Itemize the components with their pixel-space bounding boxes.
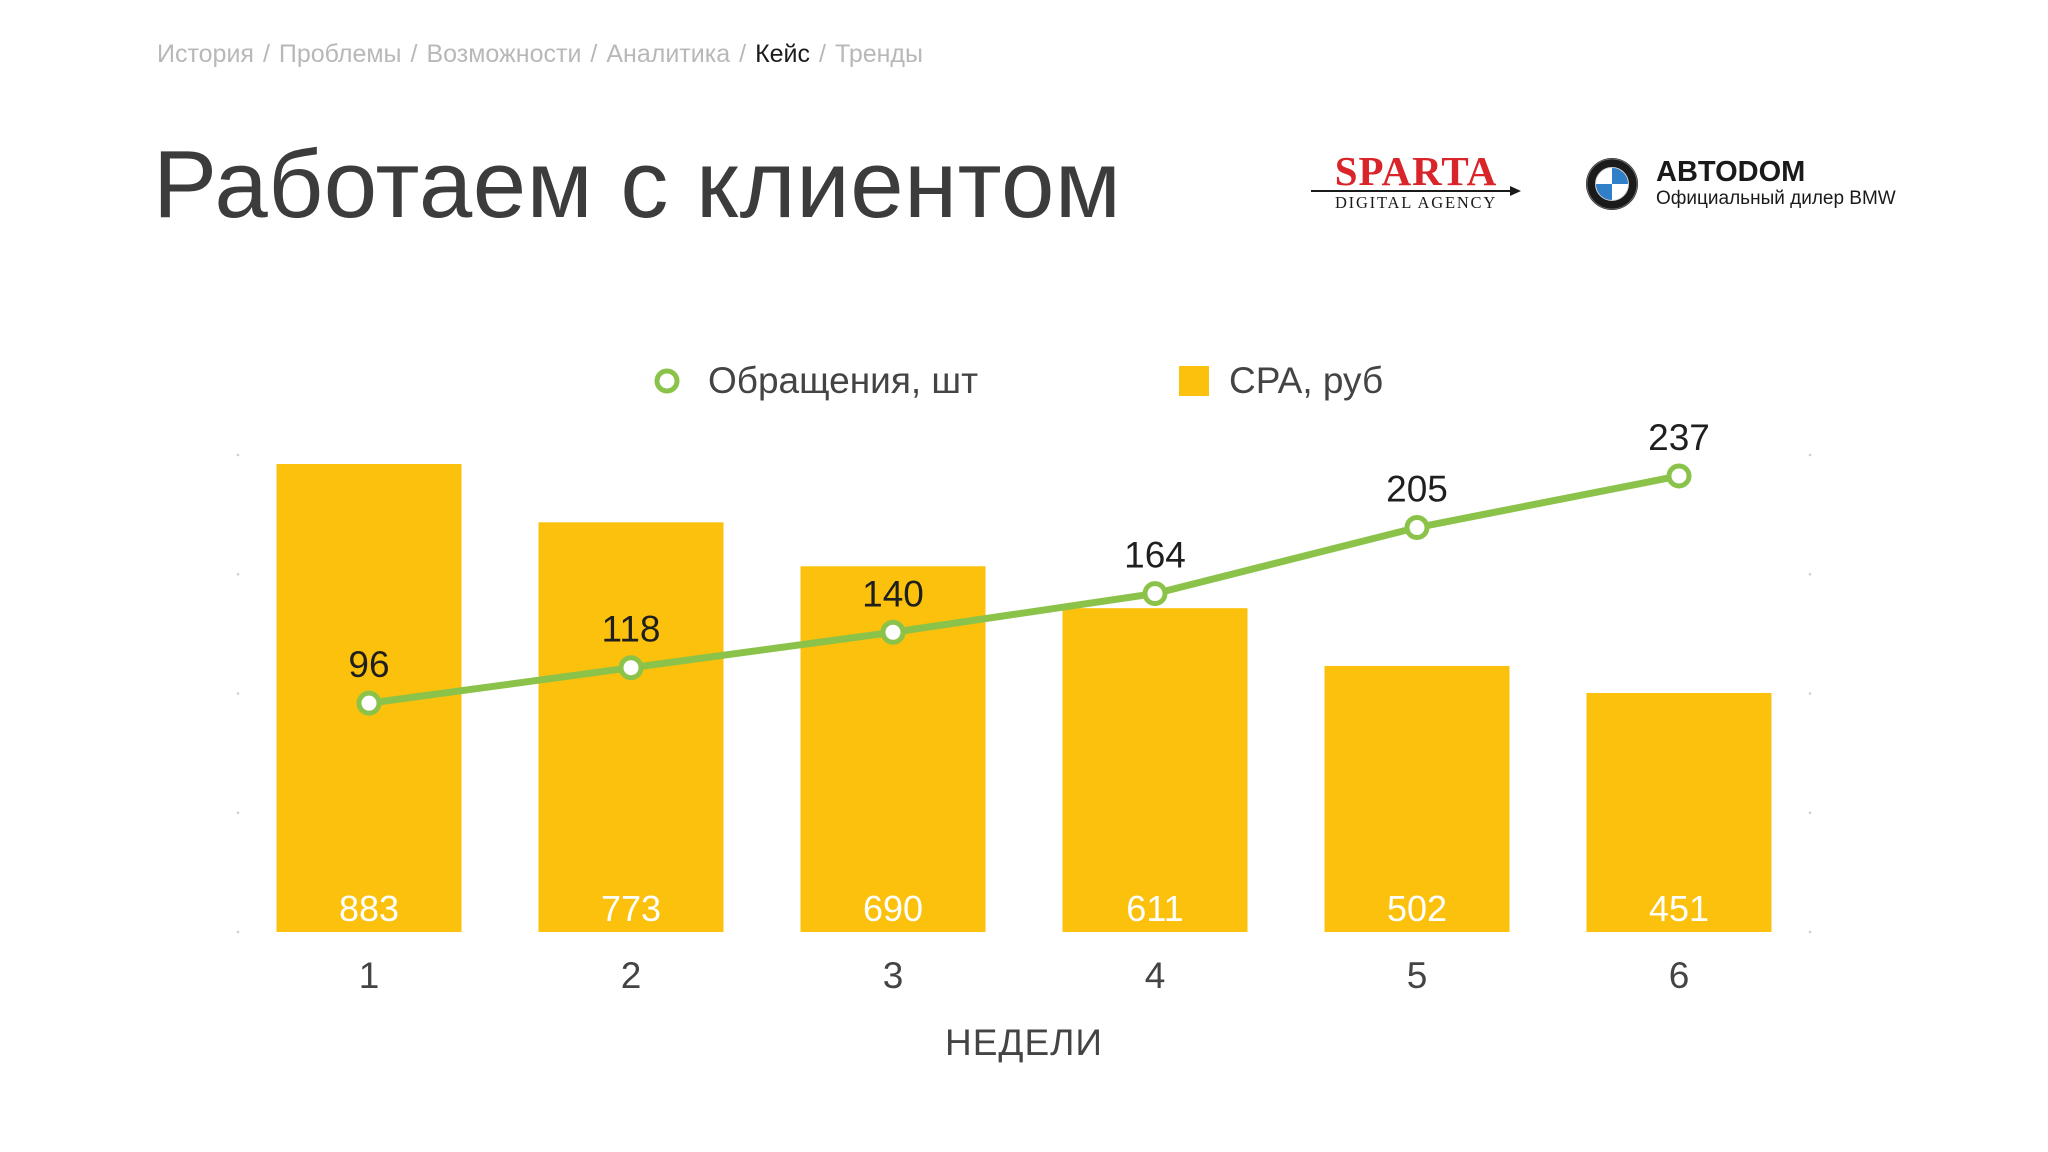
line-point-requests[interactable]	[1666, 463, 1692, 489]
page-title: Работаем с клиентом	[153, 131, 1122, 238]
axis-tick-mark	[1808, 572, 1812, 576]
bmw-roundel-icon	[1586, 158, 1638, 210]
x-tick-label: 6	[1669, 955, 1690, 996]
bar-cpa[interactable]	[538, 522, 724, 932]
bar-cpa[interactable]	[1586, 692, 1772, 932]
breadcrumb-item-analytics[interactable]: Аналитика	[606, 40, 731, 68]
legend-bar-swatch-icon	[1179, 366, 1209, 396]
breadcrumb-item-case[interactable]: Кейс	[755, 40, 810, 68]
chart-legend: Обращения, шт CPA, руб	[0, 356, 2048, 406]
axis-tick-mark	[1808, 453, 1812, 457]
bar-cpa[interactable]	[1324, 665, 1510, 932]
axis-tick-mark	[236, 572, 240, 576]
axis-tick-mark	[236, 692, 240, 695]
legend-item-requests[interactable]: Обращения, шт	[652, 356, 978, 406]
bar-value-label: 773	[601, 888, 661, 929]
x-tick-label: 4	[1145, 955, 1166, 996]
axis-tick-mark	[1808, 811, 1812, 815]
legend-label-cpa: CPA, руб	[1229, 360, 1384, 401]
bar-value-label: 883	[339, 888, 399, 929]
breadcrumb-item-opportunities[interactable]: Возможности	[426, 40, 582, 68]
line-requests	[365, 472, 1683, 707]
x-axis-title: НЕДЕЛИ	[944, 1022, 1103, 1063]
axis-tick-mark	[236, 811, 240, 815]
line-point-requests[interactable]	[1142, 581, 1168, 607]
x-tick-label: 3	[883, 955, 904, 996]
line-value-label: 96	[348, 644, 389, 685]
line-value-label: 164	[1124, 535, 1186, 576]
line-value-label: 237	[1648, 417, 1710, 458]
breadcrumb-separator: /	[410, 40, 418, 68]
sparta-logo: SPARTA DIGITAL AGENCY	[1310, 150, 1522, 212]
legend-item-cpa[interactable]: CPA, руб	[1179, 356, 1383, 406]
axis-tick-mark	[236, 453, 240, 457]
breadcrumb-separator: /	[819, 40, 826, 68]
bar-cpa[interactable]	[1062, 608, 1248, 932]
x-tick-label: 2	[621, 955, 642, 996]
line-point-requests[interactable]	[618, 655, 644, 681]
bar-value-label: 502	[1387, 888, 1447, 929]
avtodom-logo-tagline: Официальный дилер BMW	[1656, 188, 1896, 209]
bar-value-label: 611	[1126, 888, 1183, 929]
breadcrumb: История / Проблемы / Возможности / Аналитика / К…	[157, 40, 923, 69]
axis-tick-mark	[1808, 930, 1812, 934]
breadcrumb-item-problems[interactable]: Проблемы	[278, 40, 402, 68]
legend-label-requests: Обращения, шт	[708, 360, 979, 401]
x-tick-label: 1	[359, 955, 380, 996]
avtodom-logo: ABTODOM Официальный дилер BMW	[1584, 156, 1904, 212]
bar-value-label: 451	[1649, 888, 1709, 929]
axis-tick-mark	[1808, 692, 1812, 695]
line-point-requests[interactable]	[1404, 515, 1430, 541]
sparta-logo-subtitle: DIGITAL AGENCY	[1334, 193, 1498, 212]
line-point-requests[interactable]	[880, 619, 906, 645]
bar-value-label: 690	[863, 888, 923, 929]
breadcrumb-item-trends[interactable]: Тренды	[834, 40, 923, 68]
legend-line-marker-icon	[654, 368, 680, 394]
x-tick-label: 5	[1407, 955, 1428, 996]
breadcrumb-separator: /	[590, 40, 598, 68]
sparta-logo-arrow-icon	[1311, 186, 1521, 196]
breadcrumb-item-history[interactable]: История	[157, 40, 254, 68]
avtodom-logo-name: ABTODOM	[1656, 156, 1806, 188]
axis-tick-mark	[236, 930, 240, 934]
line-value-label: 205	[1386, 469, 1448, 510]
breadcrumb-separator: /	[739, 40, 747, 68]
line-value-label: 140	[862, 573, 924, 614]
sparta-logo-word: SPARTA	[1334, 148, 1498, 194]
breadcrumb-separator: /	[262, 40, 270, 68]
line-point-requests[interactable]	[356, 690, 382, 716]
line-value-label: 118	[602, 609, 661, 650]
